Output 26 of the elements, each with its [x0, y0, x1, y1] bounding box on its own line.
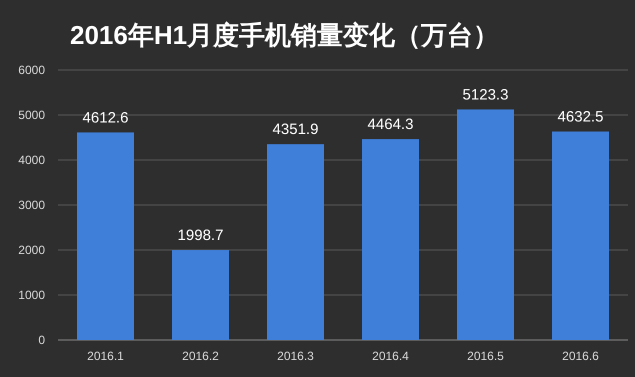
- x-tick-label: 2016.3: [277, 349, 314, 363]
- data-label: 4464.3: [368, 116, 414, 134]
- bar: [552, 132, 609, 340]
- y-tick-label: 5000: [18, 108, 46, 122]
- y-tick-label: 2000: [18, 243, 46, 257]
- y-tick-label: 3000: [18, 198, 46, 212]
- bar: [77, 132, 134, 340]
- chart-title: 2016年H1月度手机销量变化（万台）: [70, 20, 500, 50]
- y-tick-label: 6000: [18, 63, 46, 77]
- y-tick-label: 1000: [18, 288, 46, 302]
- x-tick-label: 2016.4: [372, 349, 410, 363]
- y-tick-label: 0: [38, 333, 46, 347]
- data-label: 4351.9: [272, 121, 318, 138]
- x-tick-label: 2016.2: [182, 349, 220, 363]
- y-tick-label: 4000: [18, 153, 46, 167]
- data-label: 4632.5: [558, 108, 604, 126]
- bar: [457, 109, 514, 340]
- bar: [267, 144, 324, 340]
- data-label: 1998.7: [178, 227, 224, 244]
- data-label: 5123.3: [462, 86, 508, 104]
- x-tick-label: 2016.6: [562, 349, 600, 363]
- bar: [172, 250, 229, 340]
- data-label: 4612.6: [82, 109, 128, 126]
- x-tick-label: 2016.5: [467, 349, 504, 363]
- bar: [362, 139, 419, 340]
- x-tick-label: 2016.1: [87, 349, 124, 363]
